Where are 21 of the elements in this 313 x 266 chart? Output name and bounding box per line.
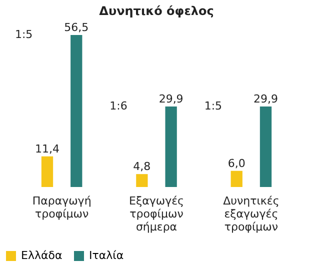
bar xyxy=(165,106,177,187)
annotation: 1:5 xyxy=(204,100,222,113)
legend-label: Ελλάδα xyxy=(21,249,62,262)
x-tick-label: Δυνητικές εξαγωγές τροφίμων xyxy=(223,194,280,234)
data-label: 29,9 xyxy=(254,92,278,106)
data-label: 29,9 xyxy=(158,92,184,106)
x-tick-label: Εξαγωγές τροφίμων σήμερα xyxy=(129,194,184,234)
annotation: 1:6 xyxy=(110,100,128,113)
bar xyxy=(70,35,82,187)
chart-title: Δυνητικό όφελος xyxy=(99,4,214,18)
data-label: 56,5 xyxy=(64,21,89,34)
bar xyxy=(136,174,148,187)
x-tick-label: Παραγωγή τροφίμων xyxy=(32,194,92,220)
data-label: 11,4 xyxy=(34,142,60,156)
annotation: 1:5 xyxy=(14,28,33,41)
data-label: 4,8 xyxy=(133,160,151,174)
bar xyxy=(260,106,272,187)
bar xyxy=(230,170,242,187)
legend-label: Ιταλία xyxy=(89,249,124,262)
data-label: 6,0 xyxy=(228,156,246,170)
bar xyxy=(41,156,54,187)
